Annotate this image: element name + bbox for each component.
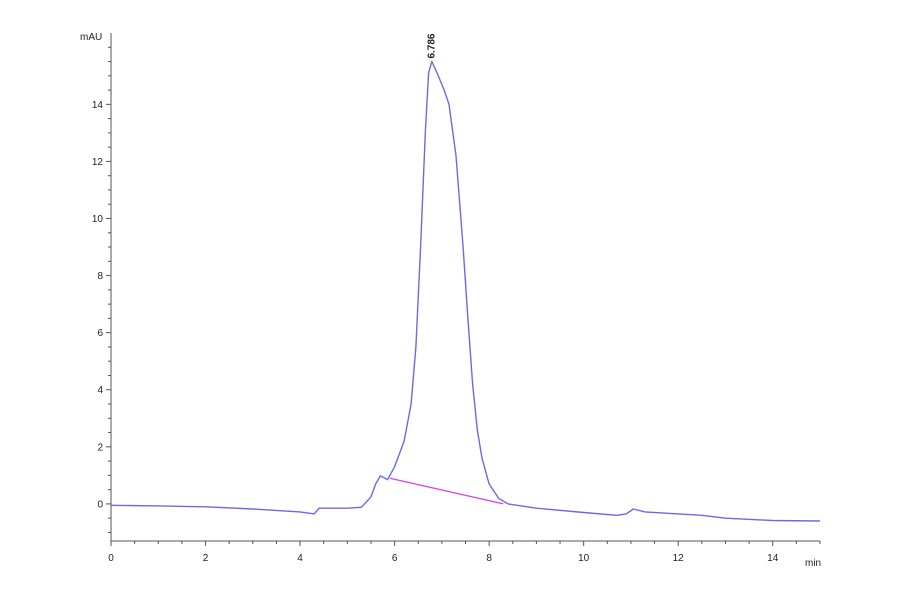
x-tick-label: 10 <box>578 553 590 564</box>
axes: 0 2 4 6 8 10 12 14 0 2 4 6 8 10 12 14 <box>92 33 821 564</box>
x-tick-label: 6 <box>392 553 398 564</box>
y-tick-label: 0 <box>97 499 103 510</box>
y-tick-label: 8 <box>97 271 103 282</box>
peak-label: 6.786 <box>426 33 437 58</box>
x-axis-label: min <box>805 558 821 569</box>
x-tick-label: 4 <box>297 553 303 564</box>
x-tick-label: 2 <box>203 553 209 564</box>
y-axis-label: mAU <box>80 32 102 43</box>
y-tick-label: 12 <box>92 157 104 168</box>
y-tick-label: 14 <box>92 100 104 111</box>
y-tick-label: 6 <box>97 328 103 339</box>
x-tick-label: 8 <box>486 553 492 564</box>
plot-marks: 6.786 <box>110 33 821 522</box>
x-tick-label: 0 <box>108 553 114 564</box>
x-tick-label: 14 <box>767 553 779 564</box>
y-tick-label: 10 <box>92 214 104 225</box>
y-tick-label: 4 <box>97 385 103 396</box>
y-tick-label: 2 <box>97 442 103 453</box>
signal-trace <box>110 60 821 522</box>
integration-baseline <box>389 477 504 505</box>
x-tick-label: 12 <box>673 553 685 564</box>
